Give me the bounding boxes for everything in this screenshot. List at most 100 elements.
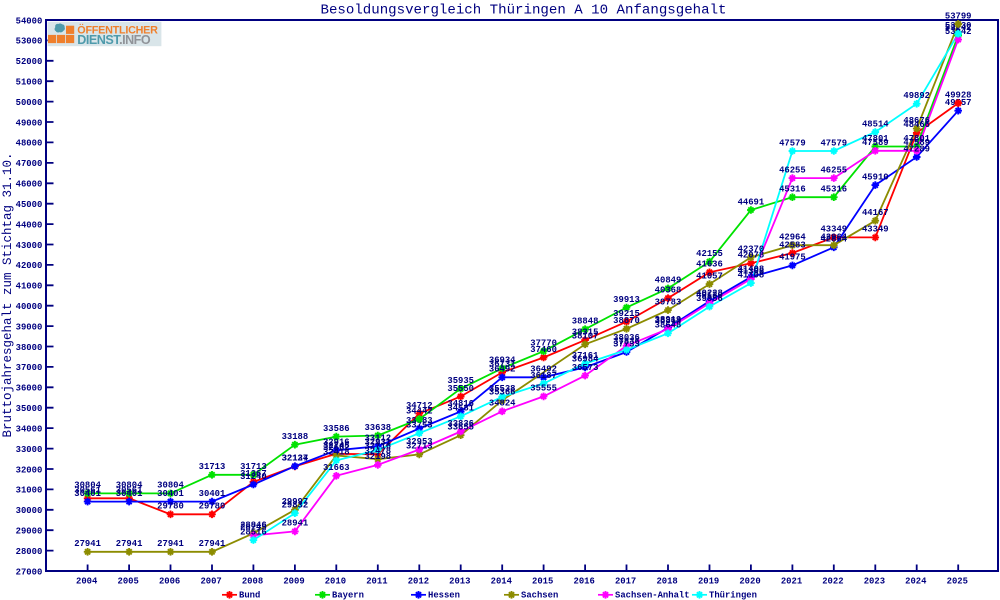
svg-text:35538: 35538	[489, 384, 516, 394]
svg-text:32916: 32916	[323, 438, 350, 448]
svg-text:35000: 35000	[16, 404, 43, 414]
svg-text:30561: 30561	[116, 486, 143, 496]
svg-text:2012: 2012	[408, 576, 429, 586]
svg-text:52000: 52000	[16, 57, 43, 67]
svg-text:29780: 29780	[199, 502, 226, 512]
svg-text:2017: 2017	[615, 576, 636, 586]
svg-text:43349: 43349	[820, 225, 847, 235]
svg-text:33638: 33638	[364, 423, 391, 433]
svg-text:40849: 40849	[655, 276, 682, 286]
svg-text:45910: 45910	[862, 172, 889, 182]
svg-text:38648: 38648	[655, 321, 682, 331]
svg-text:31240: 31240	[240, 472, 267, 482]
svg-text:40000: 40000	[16, 302, 43, 312]
svg-text:43000: 43000	[16, 241, 43, 251]
svg-text:27941: 27941	[157, 539, 184, 549]
svg-text:Bund: Bund	[239, 591, 260, 600]
svg-text:31367: 31367	[240, 469, 267, 479]
svg-text:36492: 36492	[489, 365, 516, 375]
svg-text:2019: 2019	[698, 576, 719, 586]
svg-text:31663: 31663	[323, 463, 350, 473]
svg-text:40130: 40130	[696, 290, 723, 300]
svg-text:27000: 27000	[16, 567, 43, 577]
svg-text:2006: 2006	[159, 576, 180, 586]
svg-text:30401: 30401	[199, 489, 226, 499]
svg-text:47589: 47589	[862, 138, 889, 148]
svg-text:41636: 41636	[696, 260, 723, 270]
svg-text:34824: 34824	[489, 399, 516, 409]
svg-text:37733: 37733	[613, 339, 640, 349]
svg-text:45316: 45316	[820, 185, 847, 195]
svg-text:44691: 44691	[738, 197, 765, 207]
svg-text:47289: 47289	[903, 144, 930, 154]
svg-text:41057: 41057	[696, 271, 723, 281]
svg-text:53799: 53799	[945, 11, 972, 21]
svg-text:30000: 30000	[16, 506, 43, 516]
svg-text:39913: 39913	[613, 295, 640, 305]
svg-text:47579: 47579	[820, 138, 847, 148]
svg-text:37770: 37770	[530, 339, 557, 349]
svg-text:33655: 33655	[447, 423, 474, 433]
svg-text:37000: 37000	[16, 363, 43, 373]
svg-text:35935: 35935	[447, 376, 474, 386]
svg-text:49000: 49000	[16, 118, 43, 128]
svg-text:33000: 33000	[16, 445, 43, 455]
svg-text:2005: 2005	[118, 576, 139, 586]
svg-text:Sachsen: Sachsen	[521, 591, 558, 600]
svg-text:32953: 32953	[406, 437, 433, 447]
svg-text:42000: 42000	[16, 261, 43, 271]
svg-text:2004: 2004	[76, 576, 98, 586]
svg-text:30804: 30804	[157, 481, 184, 491]
svg-text:48676: 48676	[903, 116, 930, 126]
svg-text:46255: 46255	[779, 165, 806, 175]
svg-text:38870: 38870	[613, 316, 640, 326]
svg-text:34712: 34712	[406, 401, 433, 411]
svg-text:47801: 47801	[903, 134, 930, 144]
svg-text:48514: 48514	[862, 119, 889, 129]
svg-text:30804: 30804	[116, 481, 143, 491]
svg-text:2018: 2018	[656, 576, 677, 586]
svg-text:2025: 2025	[947, 576, 968, 586]
svg-text:2007: 2007	[200, 576, 221, 586]
svg-text:33112: 33112	[364, 434, 391, 444]
svg-text:38864: 38864	[655, 316, 682, 326]
svg-text:33753: 33753	[406, 421, 433, 431]
svg-text:32418: 32418	[323, 448, 350, 458]
svg-text:Sachsen-Anhalt: Sachsen-Anhalt	[615, 591, 690, 600]
svg-text:43349: 43349	[862, 225, 889, 235]
svg-text:30401: 30401	[74, 489, 101, 499]
svg-text:40368: 40368	[655, 286, 682, 296]
svg-text:51000: 51000	[16, 78, 43, 88]
svg-text:32713: 32713	[406, 442, 433, 452]
svg-text:36984: 36984	[572, 355, 599, 365]
svg-text:54000: 54000	[16, 16, 43, 26]
svg-text:30804: 30804	[74, 481, 101, 491]
svg-text:38315: 38315	[572, 327, 599, 337]
svg-text:Thüringen: Thüringen	[709, 591, 757, 600]
svg-text:2024: 2024	[905, 576, 927, 586]
svg-text:34581: 34581	[447, 404, 474, 414]
svg-text:32478: 32478	[364, 447, 391, 457]
svg-text:41308: 41308	[738, 266, 765, 276]
svg-text:Bayern: Bayern	[332, 591, 364, 600]
svg-text:47801: 47801	[862, 134, 889, 144]
svg-text:29997: 29997	[282, 497, 309, 507]
svg-text:42370: 42370	[738, 245, 765, 255]
svg-text:41108: 41108	[738, 270, 765, 280]
svg-text:33188: 33188	[282, 432, 309, 442]
svg-text:28745: 28745	[240, 523, 267, 533]
svg-text:47000: 47000	[16, 159, 43, 169]
svg-text:Bruttojahresgehalt zum Stichta: Bruttojahresgehalt zum Stichtag 31.10.	[1, 152, 15, 437]
svg-text:37161: 37161	[572, 351, 599, 361]
svg-text:38000: 38000	[16, 343, 43, 353]
svg-text:28000: 28000	[16, 547, 43, 557]
svg-text:40228: 40228	[696, 288, 723, 298]
svg-text:27941: 27941	[199, 539, 226, 549]
svg-text:27941: 27941	[74, 539, 101, 549]
svg-text:32662: 32662	[323, 443, 350, 453]
svg-text:37460: 37460	[530, 345, 557, 355]
svg-text:41975: 41975	[779, 253, 806, 263]
svg-text:48000: 48000	[16, 139, 43, 149]
svg-text:35366: 35366	[489, 388, 516, 398]
svg-text:32137: 32137	[282, 454, 309, 464]
